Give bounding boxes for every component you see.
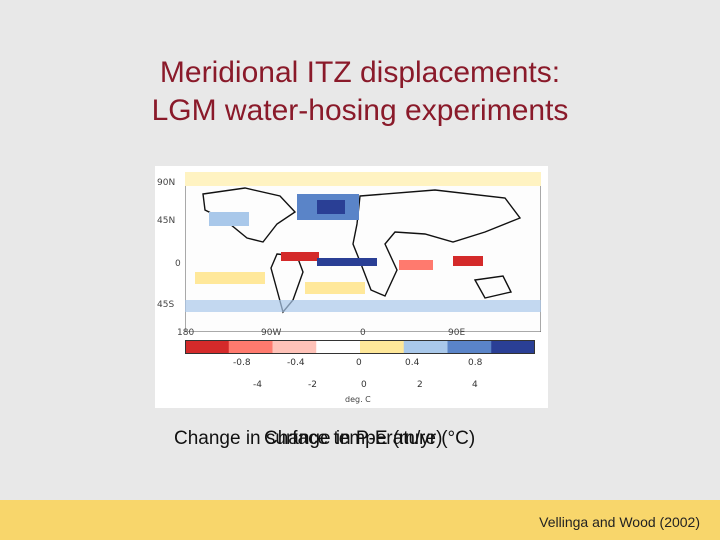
colorbar-segment (360, 340, 405, 354)
lat-label-45n: 45N (157, 216, 176, 226)
slide-title: Meridional ITZ displacements: LGM water-… (0, 54, 720, 130)
colorbar-segment (272, 340, 317, 354)
south-pacific-yellow-patch (195, 272, 265, 284)
caption-p-minus-e: Change in P-E (m/yr) (264, 428, 443, 449)
lat-label-45s: 45S (157, 300, 175, 310)
indian-ocean-warm-patch (399, 260, 433, 270)
colorbar-unit: deg. C (345, 395, 371, 404)
title-line-2: LGM water-hosing experiments (151, 94, 569, 127)
cbar-tick-top: -0.8 (233, 358, 251, 368)
north-pacific-cool-patch (209, 212, 249, 226)
south-atlantic-yellow-patch (305, 282, 365, 294)
cbar-tick-top: 0 (356, 358, 362, 368)
colorbar-segment (316, 340, 361, 354)
footer-bar (0, 500, 720, 540)
colorbar-border (185, 340, 535, 354)
cbar-tick-bottom: 2 (417, 380, 423, 390)
lat-label-eq: 0 (175, 259, 181, 269)
eurasia-africa-outline (352, 189, 522, 297)
cbar-tick-bottom: -2 (308, 380, 317, 390)
tropical-pacific-cool-band (317, 258, 377, 266)
colorbar-segment (228, 340, 273, 354)
lon-label-90e: 90E (448, 328, 466, 338)
lon-label-180: 180 (177, 328, 195, 338)
citation-credit: Vellinga and Wood (2002) (539, 514, 700, 530)
colorbar (185, 340, 535, 354)
lat-label-90n: 90N (157, 178, 176, 188)
arctic-warm-band (185, 172, 541, 186)
tropical-atlantic-warm-band (281, 252, 319, 261)
north-atlantic-deep-cool-core (317, 200, 345, 214)
world-anomaly-map (185, 172, 541, 332)
cbar-tick-bottom: 4 (472, 380, 478, 390)
figure-panel: 90N 45N 0 45S 180 90W 0 90E -0.8 -0.4 0 … (155, 166, 548, 408)
colorbar-segment (185, 340, 230, 354)
lon-label-90w: 90W (261, 328, 282, 338)
lon-label-0: 0 (360, 328, 366, 338)
cbar-tick-bottom: -4 (253, 380, 262, 390)
caption-surface-temperature: Change in surface temperature (°C) (174, 428, 476, 449)
cbar-tick-top: 0.4 (405, 358, 420, 368)
colorbar-segment (491, 340, 535, 354)
australia-outline (473, 275, 513, 299)
cbar-tick-bottom: 0 (361, 380, 367, 390)
southern-ocean-cool-band (185, 300, 541, 312)
cbar-tick-top: -0.4 (287, 358, 305, 368)
cbar-tick-top: 0.8 (468, 358, 483, 368)
title-line-1: Meridional ITZ displacements: (159, 56, 561, 89)
colorbar-segment (403, 340, 448, 354)
west-pacific-warm-patch (453, 256, 483, 266)
colorbar-segment (447, 340, 492, 354)
